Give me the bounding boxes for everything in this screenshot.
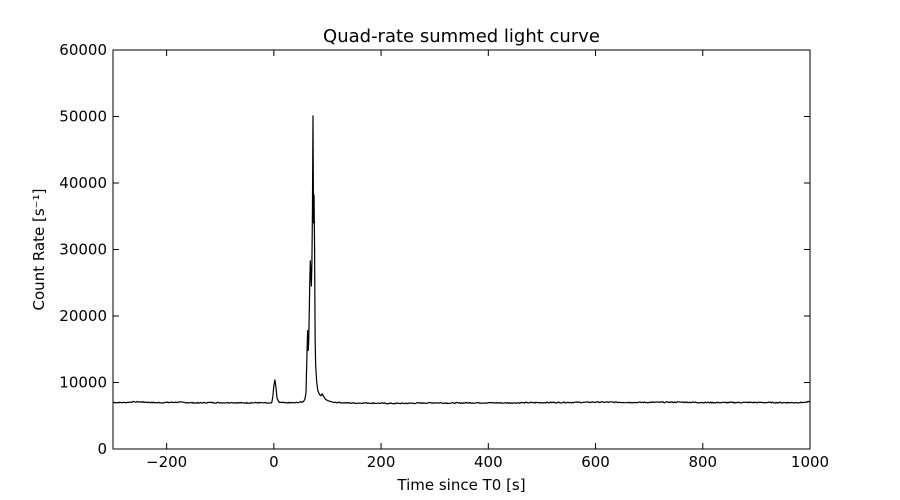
x-axis-title: Time since T0 [s] bbox=[396, 476, 525, 494]
y-tick-label: 40000 bbox=[59, 174, 107, 192]
y-tick-label: 60000 bbox=[59, 41, 107, 59]
x-tick-label: 0 bbox=[269, 453, 279, 471]
y-tick-label: 30000 bbox=[59, 241, 107, 259]
plot-frame bbox=[112, 49, 811, 450]
y-tick-label: 10000 bbox=[59, 374, 107, 392]
light-curve-series bbox=[112, 115, 811, 405]
x-tick-label: 600 bbox=[581, 453, 610, 471]
plot-area bbox=[113, 50, 810, 449]
x-tick-label: 400 bbox=[474, 453, 503, 471]
x-tick-label: 800 bbox=[688, 453, 717, 471]
y-tick-label: 0 bbox=[97, 440, 107, 458]
y-tick-label: 50000 bbox=[59, 108, 107, 126]
x-tick-label: −200 bbox=[146, 453, 187, 471]
x-tick-label: 200 bbox=[367, 453, 396, 471]
chart-title: Quad-rate summed light curve bbox=[323, 26, 600, 47]
y-tick-label: 20000 bbox=[59, 307, 107, 325]
data-layer bbox=[112, 115, 811, 405]
labels-layer: −200 0 200 400 600 800 10000100002000030000400… bbox=[59, 41, 829, 471]
x-tick-label: 1000 bbox=[791, 453, 829, 471]
y-axis-title: Count Rate [s⁻¹] bbox=[30, 189, 48, 311]
